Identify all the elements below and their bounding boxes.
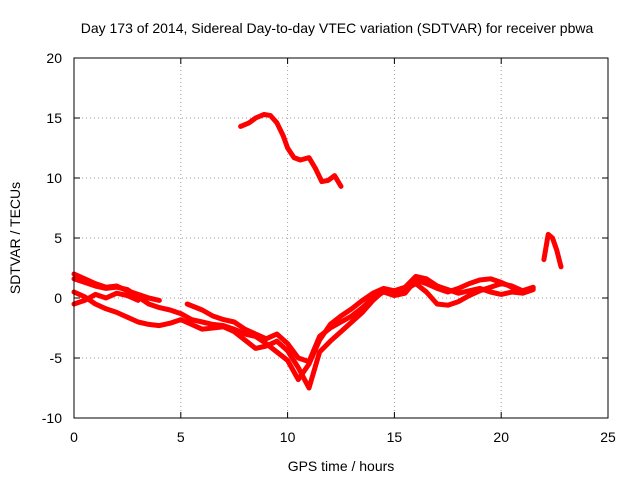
x-tick-label: 5: [177, 429, 185, 445]
chart-title: Day 173 of 2014, Sidereal Day-to-day VTE…: [81, 20, 594, 36]
y-tick-label: 20: [46, 50, 62, 66]
grid-lines: [74, 58, 608, 418]
x-tick-label: 15: [387, 429, 403, 445]
series-trace-7: [541, 231, 564, 270]
series-trace-4: [71, 290, 141, 307]
y-tick-label: -5: [50, 350, 63, 366]
y-tick-label: 10: [46, 170, 62, 186]
x-axis: 0 5 10 15 20 25: [70, 58, 616, 445]
series-trace-5: [184, 276, 536, 365]
y-axis: -10 -5 0 5 10 15 20: [42, 50, 608, 426]
series-trace-3: [71, 281, 536, 391]
y-tick-label: 15: [46, 110, 62, 126]
series-trace-2: [71, 273, 536, 383]
x-tick-label: 10: [280, 429, 296, 445]
y-axis-label: SDTVAR / TECUs: [7, 182, 23, 294]
y-tick-label: 5: [54, 230, 62, 246]
x-tick-label: 20: [493, 429, 509, 445]
y-tick-label: 0: [54, 290, 62, 306]
series-trace-6: [238, 111, 344, 189]
y-tick-label: -10: [42, 410, 62, 426]
x-tick-label: 0: [70, 429, 78, 445]
x-tick-label: 25: [600, 429, 616, 445]
x-axis-label: GPS time / hours: [288, 458, 395, 474]
data-traces: [71, 111, 564, 391]
